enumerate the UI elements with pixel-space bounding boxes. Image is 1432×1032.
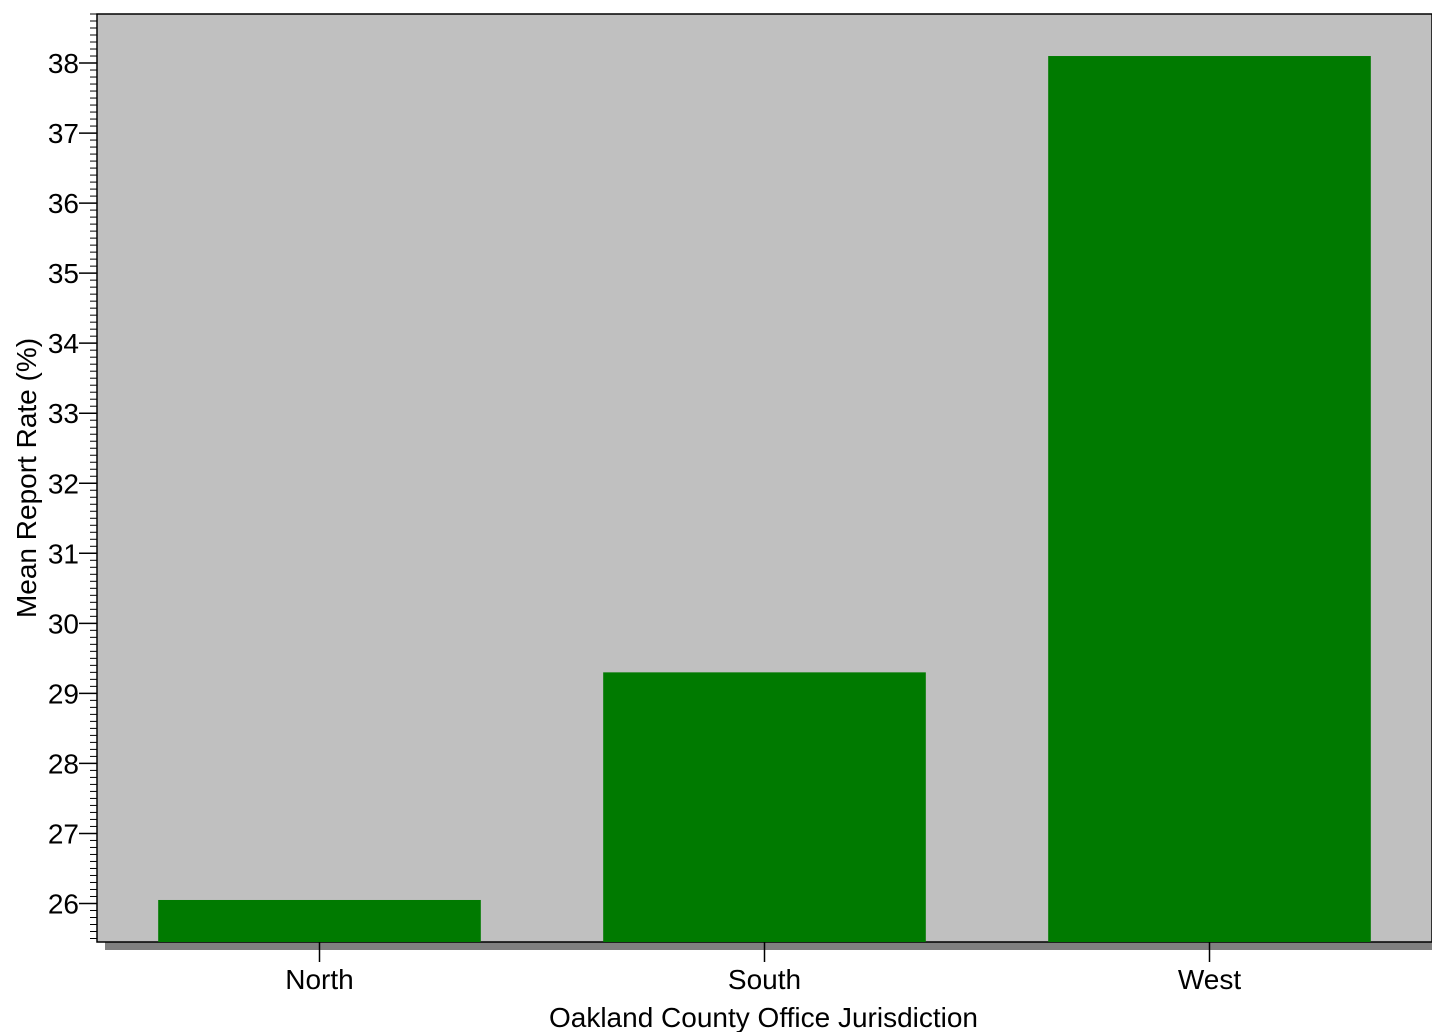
y-tick-label: 32 (48, 468, 79, 499)
x-tick-label-north: North (285, 964, 353, 995)
x-tick-label-west: West (1178, 964, 1241, 995)
y-tick-label: 33 (48, 398, 79, 429)
x-axis-title: Oakland County Office Jurisdiction (549, 1002, 978, 1032)
y-tick-label: 38 (48, 48, 79, 79)
x-axis: North South West (285, 942, 1241, 995)
y-tick-label: 36 (48, 188, 79, 219)
bar-north (158, 899, 481, 942)
y-axis-title: Mean Report Rate (%) (11, 338, 42, 618)
y-tick-label: 34 (48, 328, 79, 359)
y-tick-label: 37 (48, 118, 79, 149)
y-tick-label: 35 (48, 258, 79, 289)
y-tick-label: 28 (48, 748, 79, 779)
bar-west (1048, 56, 1371, 942)
bar-south (603, 672, 926, 942)
y-tick-label: 27 (48, 818, 79, 849)
y-tick-label: 26 (48, 888, 79, 919)
y-tick-label: 30 (48, 608, 79, 639)
bars-group (158, 56, 1371, 942)
y-tick-label: 31 (48, 538, 79, 569)
y-tick-label: 29 (48, 678, 79, 709)
y-axis: 26 27 28 29 30 31 32 33 34 35 36 37 38 (48, 13, 97, 939)
x-tick-label-south: South (728, 964, 801, 995)
